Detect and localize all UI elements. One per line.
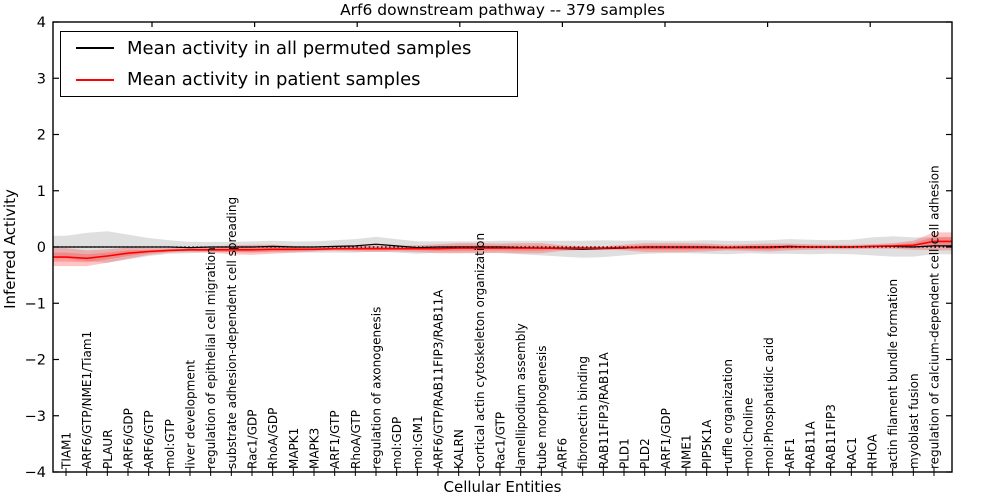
y-axis-label: Inferred Activity: [1, 189, 19, 309]
x-tick-label: tube morphogenesis: [535, 346, 549, 469]
patient-band: [53, 232, 952, 267]
x-tick-label: mol:Phosphatidic acid: [762, 337, 776, 469]
y-tick-label: −2: [25, 353, 46, 369]
x-tick-label: mol:GM1: [411, 415, 425, 469]
x-tick-label: RAC1: [845, 437, 859, 469]
patient-line-swatch: [76, 78, 114, 81]
x-tick-label: Rac1/GDP: [246, 410, 260, 469]
x-tick-label: regulation of epithelial cell migration: [204, 247, 218, 469]
patient-band-inner: [53, 236, 952, 263]
y-tick-label: 1: [37, 184, 46, 200]
x-tick-label: ARF6/GTP/NME1/Tiam1: [80, 331, 94, 469]
x-tick-label: PLD1: [618, 438, 632, 469]
y-tick-label: −3: [25, 409, 46, 425]
x-tick-label: KALRN: [452, 429, 466, 469]
x-tick-label: fibronectin binding: [576, 356, 590, 469]
x-tick-label: mol:GTP: [163, 419, 177, 469]
x-tick-label: RhoA/GDP: [266, 408, 280, 469]
x-tick-label: Rac1/GTP: [494, 412, 508, 469]
legend-entry-permuted: Mean activity in all permuted samples: [61, 33, 517, 63]
x-tick-label: regulation of axonogenesis: [370, 307, 384, 469]
y-tick-label: −4: [25, 465, 46, 481]
x-tick-label: ARF6/GTP/RAB11FIP3/RAB11A: [432, 289, 446, 469]
x-tick-label: ARF1/GTP: [328, 410, 342, 469]
x-axis-label: Cellular Entities: [443, 478, 562, 496]
x-tick-label: MAPK3: [308, 428, 322, 469]
x-tick-label: lamellipodium assembly: [514, 323, 528, 469]
x-tick-label: RHOA: [866, 433, 880, 469]
y-tick-label: 3: [37, 71, 46, 87]
x-tick-label: ARF6: [556, 438, 570, 469]
x-tick-label: RAB11FIP3: [824, 404, 838, 469]
x-tick-label: ARF6/GTP: [142, 410, 156, 469]
x-tick-label: cortical actin cytoskeleton organization: [473, 233, 487, 469]
x-tick-label: RAB11FIP3/RAB11A: [597, 352, 611, 469]
y-tick-label: −1: [25, 296, 46, 312]
x-tick-label: ruffle organization: [721, 359, 735, 469]
y-tick-label: 2: [37, 128, 46, 144]
x-tick-label: ARF6/GDP: [122, 408, 136, 469]
x-tick-label: actin filament bundle formation: [886, 279, 900, 469]
chart-title: Arf6 downstream pathway -- 379 samples: [340, 1, 665, 19]
x-tick-label: substrate adhesion-dependent cell spread…: [225, 197, 239, 469]
legend-label-permuted: Mean activity in all permuted samples: [127, 37, 472, 59]
x-tick-label: mol:Choline: [742, 398, 756, 469]
x-tick-label: liver development: [184, 360, 198, 469]
x-tick-label: PIP5K1A: [700, 419, 714, 469]
x-tick-label: ARF1: [783, 438, 797, 469]
x-tick-label: PLD2: [638, 438, 652, 469]
y-tick-label: 4: [37, 15, 46, 31]
x-tick-label: RhoA/GTP: [349, 410, 363, 469]
x-tick-label: ARF1/GDP: [659, 408, 673, 469]
legend-label-patient: Mean activity in patient samples: [127, 69, 421, 91]
x-tick-label: TIAM1: [60, 432, 74, 470]
x-tick-label: RAB11A: [804, 420, 818, 469]
patient-mean-line: [53, 240, 952, 260]
x-tick-label: myoblast fusion: [907, 373, 921, 469]
legend-entry-patient: Mean activity in patient samples: [61, 65, 517, 95]
legend: Mean activity in all permuted samples Me…: [60, 31, 518, 97]
x-tick-label: PLAUR: [101, 429, 115, 469]
x-tick-label: MAPK1: [287, 428, 301, 469]
x-tick-label: regulation of calcium-dependent cell-cel…: [928, 165, 942, 469]
x-tick-label: NME1: [680, 434, 694, 469]
x-tick-label: mol:GDP: [390, 417, 404, 469]
y-tick-label: 0: [37, 240, 46, 256]
permuted-line-swatch: [76, 47, 114, 50]
